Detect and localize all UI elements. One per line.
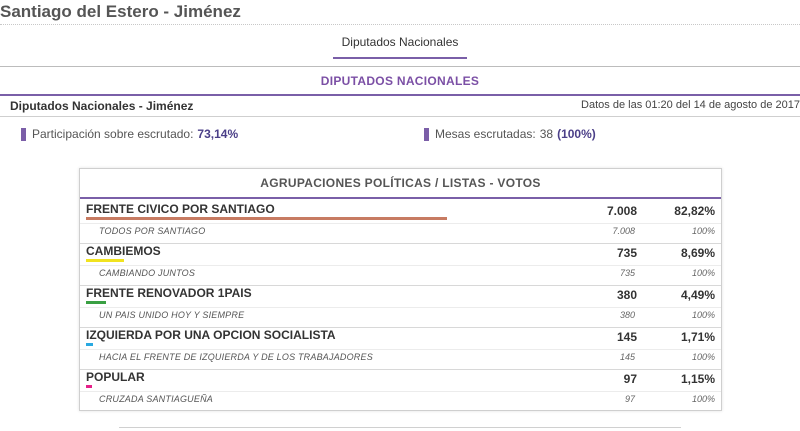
participation-value: 73,14% — [197, 127, 239, 141]
party-votes: 735 — [616, 246, 637, 260]
stats-divider — [0, 116, 800, 117]
party-name: IZQUIERDA POR UNA OPCION SOCIALISTA — [86, 328, 336, 342]
party-row: FRENTE CIVICO POR SANTIAGO 7.008 82,82% … — [80, 202, 721, 244]
title-divider — [0, 24, 800, 25]
party-share-bar — [86, 217, 447, 220]
list-name: HACIA EL FRENTE DE IZQUIERDA Y DE LOS TR… — [99, 352, 373, 362]
list-percent: 100% — [691, 394, 715, 404]
party-percent: 8,69% — [680, 246, 715, 260]
results-header-underline — [80, 197, 721, 199]
section-heading: DIPUTADOS NACIONALES — [320, 74, 480, 88]
page-title: Santiago del Estero - Jiménez — [0, 2, 241, 21]
tables-pct: (100%) — [557, 127, 596, 141]
tab-divider — [0, 66, 800, 67]
list-votes: 380 — [619, 310, 635, 320]
list-name: CAMBIANDO JUNTOS — [99, 268, 196, 278]
data-timestamp: Datos de las 01:20 del 14 de agosto de 2… — [581, 99, 800, 111]
party-row: POPULAR 97 1,15% CRUZADA SANTIAGUEÑA 97 … — [80, 370, 721, 411]
list-percent: 100% — [691, 226, 715, 236]
list-percent: 100% — [691, 352, 715, 362]
party-share-bar — [86, 259, 124, 262]
list-votes: 145 — [619, 352, 635, 362]
results-header: AGRUPACIONES POLÍTICAS / LISTAS - VOTOS — [260, 176, 541, 190]
bullet-bar-icon — [21, 127, 26, 141]
bullet-bar-icon — [424, 127, 429, 141]
party-name: FRENTE CIVICO POR SANTIAGO — [86, 202, 275, 216]
list-percent: 100% — [691, 310, 715, 320]
results-subtitle: Diputados Nacionales - Jiménez — [10, 99, 194, 113]
party-votes: 97 — [623, 372, 637, 386]
party-row: IZQUIERDA POR UNA OPCION SOCIALISTA 145 … — [80, 328, 721, 370]
results-table: AGRUPACIONES POLÍTICAS / LISTAS - VOTOS … — [79, 168, 722, 411]
list-percent: 100% — [691, 268, 715, 278]
party-name: FRENTE RENOVADOR 1PAIS — [86, 286, 252, 300]
list-name: TODOS POR SANTIAGO — [99, 226, 206, 236]
list-name: CRUZADA SANTIAGUEÑA — [99, 394, 213, 404]
participation-label: Participación sobre escrutado: — [32, 127, 194, 141]
party-percent: 1,71% — [680, 330, 715, 344]
party-name: CAMBIEMOS — [86, 244, 161, 258]
party-share-bar — [86, 343, 93, 346]
party-percent: 1,15% — [680, 372, 715, 386]
party-percent: 82,82% — [674, 204, 715, 218]
tables-label: Mesas escrutadas: — [435, 127, 536, 141]
list-votes: 735 — [619, 268, 635, 278]
party-share-bar — [86, 301, 106, 304]
tab-diputados-nacionales[interactable]: Diputados Nacionales — [333, 31, 467, 59]
party-row: CAMBIEMOS 735 8,69% CAMBIANDO JUNTOS 735… — [80, 244, 721, 286]
list-name: UN PAIS UNIDO HOY Y SIEMPRE — [99, 310, 245, 320]
tables-stat: Mesas escrutadas: 38 (100%) — [424, 127, 596, 141]
participation-stat: Participación sobre escrutado: 73,14% — [21, 127, 238, 141]
tables-count: 38 — [539, 127, 554, 141]
party-name: POPULAR — [86, 370, 145, 384]
party-row: FRENTE RENOVADOR 1PAIS 380 4,49% UN PAIS… — [80, 286, 721, 328]
section-heading-underline — [0, 94, 800, 96]
party-percent: 4,49% — [680, 288, 715, 302]
party-votes: 380 — [616, 288, 637, 302]
party-votes: 145 — [616, 330, 637, 344]
list-votes: 7.008 — [612, 226, 635, 236]
list-votes: 97 — [624, 394, 635, 404]
party-share-bar — [86, 385, 92, 388]
next-panel-edge — [119, 427, 681, 431]
party-votes: 7.008 — [606, 204, 637, 218]
